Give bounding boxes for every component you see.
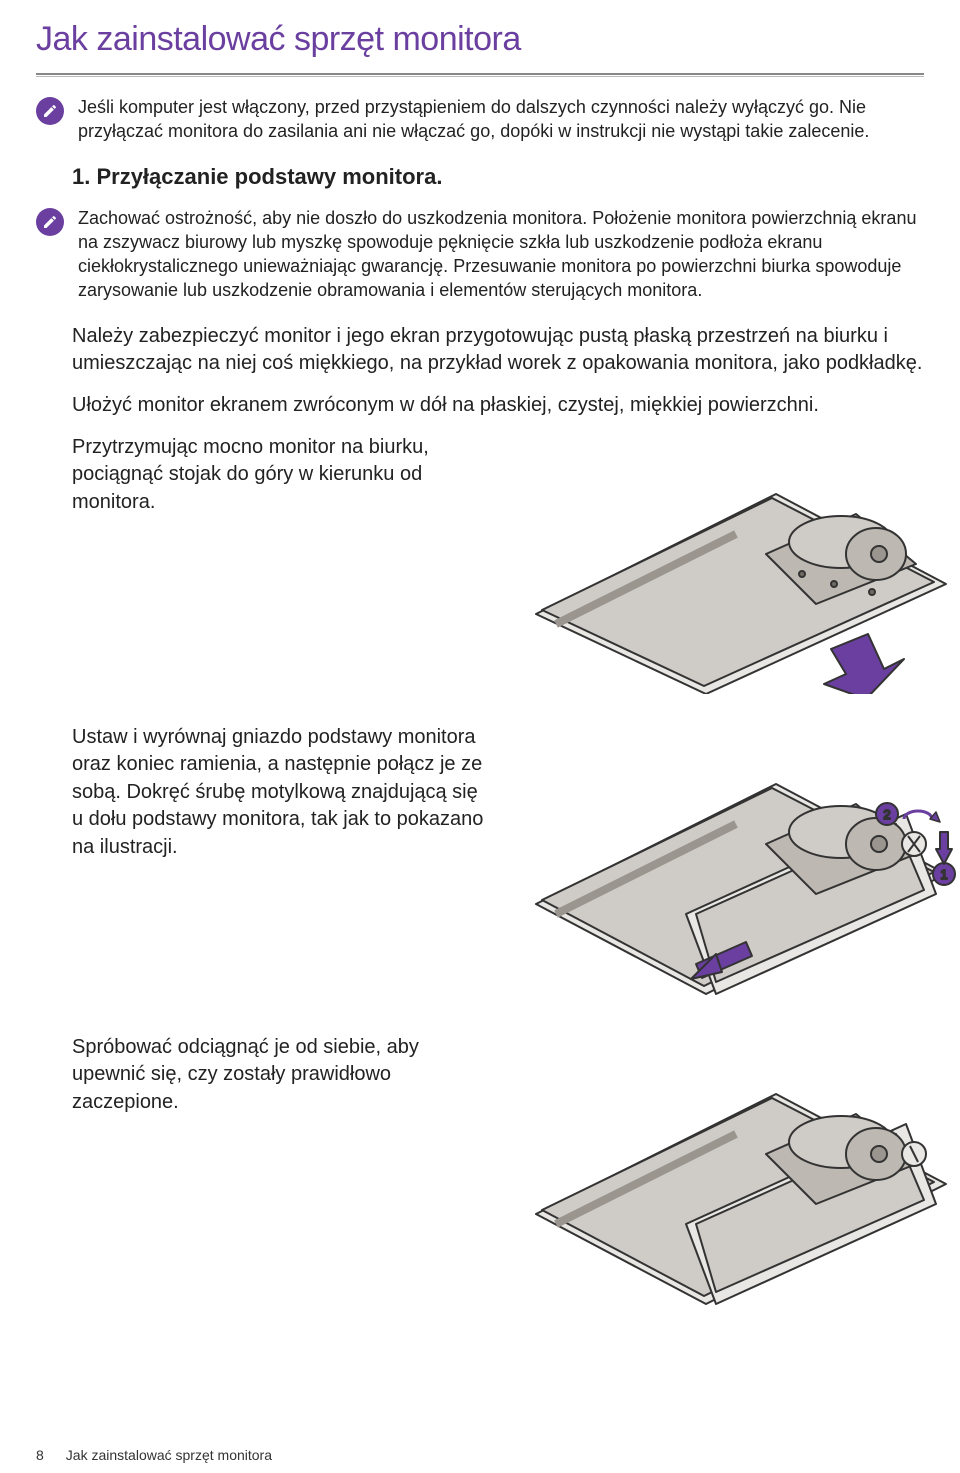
caution-note: Zachować ostrożność, aby nie doszło do u… [36,206,924,303]
caution-note-text: Zachować ostrożność, aby nie doszło do u… [78,206,924,303]
step-illustration-container: 2 1 [516,724,956,1004]
pencil-icon [36,208,64,236]
warning-note: Jeśli komputer jest włączony, przed przy… [36,95,924,144]
body-paragraph: Ułożyć monitor ekranem zwróconym w dół n… [72,392,924,420]
callout-label: 1 [940,867,947,882]
document-page: Jak zainstalować sprzęt monitora Jeśli k… [0,0,960,1473]
page-footer: 8 Jak zainstalować sprzęt monitora [0,1447,960,1463]
step-row: Ustaw i wyrównaj gniazdo podstawy monito… [72,724,924,1004]
illustration-monitor-assembled [516,1034,956,1314]
running-title: Jak zainstalować sprzęt monitora [66,1447,272,1463]
illustration-monitor-base-attach: 2 1 [516,724,956,1004]
step-row: Spróbować odciągnąć je od siebie, aby up… [72,1034,924,1314]
step-row: Przytrzymując mocno monitor na biurku, p… [72,434,924,694]
step-illustration-container [516,434,956,694]
callout-label: 2 [883,807,890,822]
pencil-icon [36,97,64,125]
page-title: Jak zainstalować sprzęt monitora [36,20,924,59]
step-illustration-container [516,1034,956,1314]
body-paragraph: Należy zabezpieczyć monitor i jego ekran… [72,323,924,378]
step-text: Przytrzymując mocno monitor na biurku, p… [72,434,492,517]
step-text: Spróbować odciągnąć je od siebie, aby up… [72,1034,492,1117]
page-number: 8 [36,1447,44,1463]
title-rule [36,73,924,77]
step-text: Ustaw i wyrównaj gniazdo podstawy monito… [72,724,492,862]
illustration-monitor-stand-up [516,434,956,694]
warning-note-text: Jeśli komputer jest włączony, przed przy… [78,95,924,144]
section-heading-1: 1. Przyłączanie podstawy monitora. [72,164,924,190]
